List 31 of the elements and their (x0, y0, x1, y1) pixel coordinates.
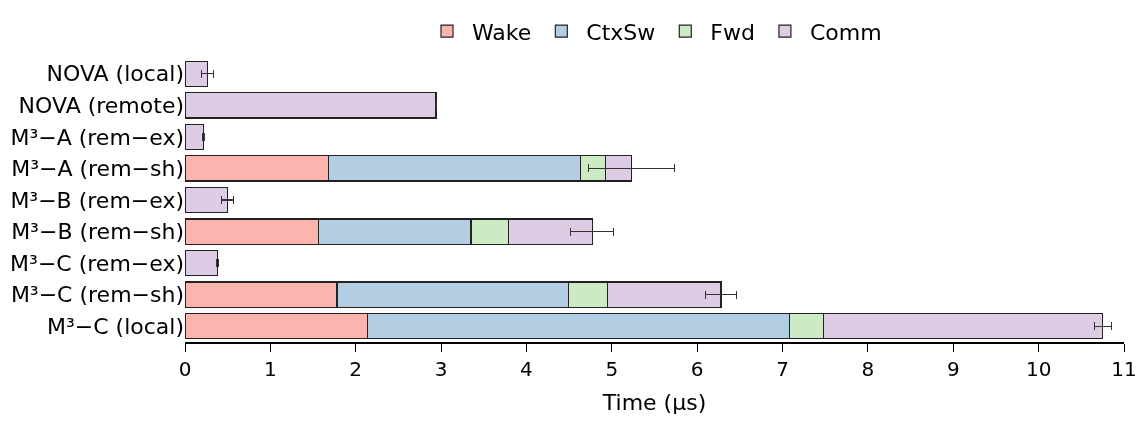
y-tick-label: M³−A (rem−ex) (10, 124, 184, 150)
y-tick-label: M³−B (rem−ex) (10, 187, 184, 213)
x-tick-label: 5 (605, 356, 619, 381)
bar (185, 92, 437, 119)
legend-label: Wake (472, 19, 532, 45)
bar (185, 60, 208, 87)
x-tick-label: 11 (1111, 356, 1137, 381)
y-tick-label: M³−C (local) (46, 313, 184, 339)
bar (185, 123, 205, 151)
bar (185, 249, 219, 277)
x-tick-label: 6 (690, 356, 704, 381)
x-tick-label: 0 (178, 356, 192, 381)
legend-label: Comm (809, 19, 882, 45)
y-tick-label: M³−B (rem−sh) (11, 219, 184, 245)
x-tick-label: 2 (349, 356, 363, 381)
y-tick-label: M³−C (rem−sh) (10, 282, 184, 308)
y-tick-label: M³−C (rem−ex) (10, 250, 184, 276)
x-tick-label: 4 (520, 356, 533, 381)
y-tick-label: NOVA (local) (46, 61, 184, 87)
legend-label: Fwd (710, 19, 755, 45)
y-tick-label: NOVA (remote) (18, 93, 184, 119)
x-tick-label: 9 (946, 356, 960, 381)
legend-label: CtxSw (586, 19, 656, 45)
x-tick-label: 8 (861, 356, 875, 381)
y-tick-label: M³−A (rem−sh) (11, 156, 184, 182)
x-tick-label: 3 (434, 356, 448, 381)
x-tick-label: 7 (776, 356, 789, 381)
x-tick-label: 10 (1025, 356, 1052, 381)
x-axis-title: Time (µs) (601, 390, 707, 416)
bar (185, 186, 229, 214)
x-tick-label: 1 (263, 356, 277, 381)
